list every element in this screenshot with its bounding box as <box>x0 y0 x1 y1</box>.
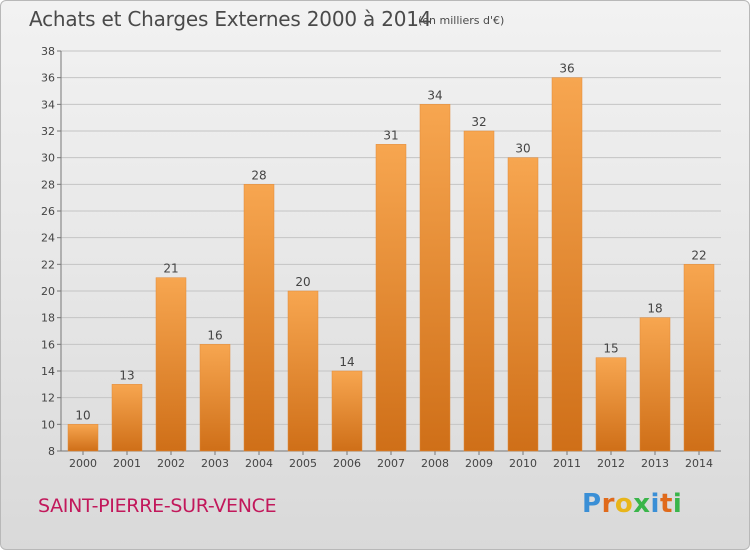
bar-2008 <box>419 104 451 452</box>
x-tick-label-2000: 2000 <box>69 457 97 470</box>
y-tick-label: 24 <box>41 232 55 245</box>
value-label-2012: 15 <box>603 342 618 356</box>
bar-2013 <box>639 317 671 452</box>
bar-2005 <box>287 290 319 452</box>
value-label-2008: 34 <box>427 88 442 102</box>
value-label-2000: 10 <box>75 408 90 422</box>
x-tick-label-2013: 2013 <box>641 457 669 470</box>
bar-2003 <box>199 344 231 452</box>
x-tick-label-2008: 2008 <box>421 457 449 470</box>
x-tick-label-2009: 2009 <box>465 457 493 470</box>
logo-letter: r <box>601 489 615 519</box>
x-tick-label-2011: 2011 <box>553 457 581 470</box>
bar-2004 <box>243 184 275 452</box>
value-label-2006: 14 <box>339 355 354 369</box>
bar-2009 <box>463 130 495 452</box>
bar-2010 <box>507 157 539 452</box>
y-tick-label: 38 <box>41 45 55 58</box>
bar-2012 <box>595 357 627 452</box>
x-tick-label-2001: 2001 <box>113 457 141 470</box>
bar-2014 <box>683 264 715 452</box>
x-tick-label-2007: 2007 <box>377 457 405 470</box>
y-tick-label: 22 <box>41 258 55 271</box>
bar-2006 <box>331 370 363 452</box>
value-label-2013: 18 <box>647 302 662 316</box>
logo-letter: o <box>614 489 634 519</box>
value-label-2009: 32 <box>471 115 486 129</box>
x-tick-label-2005: 2005 <box>289 457 317 470</box>
value-label-2002: 21 <box>163 262 178 276</box>
y-tick-label: 36 <box>41 72 55 85</box>
proxiti-logo[interactable]: Proxiti <box>582 489 682 519</box>
bar-2007 <box>375 144 407 452</box>
logo-letter: i <box>672 489 683 519</box>
bars <box>67 77 715 452</box>
chart-unit-note: (en milliers d'€) <box>418 14 505 27</box>
y-tick-label: 10 <box>41 418 55 431</box>
x-tick-label-2003: 2003 <box>201 457 229 470</box>
y-tick-label: 34 <box>41 98 55 111</box>
chart-title: Achats et Charges Externes 2000 à 2014 <box>29 7 432 31</box>
y-tick-label: 18 <box>41 312 55 325</box>
value-label-2007: 31 <box>383 128 398 142</box>
y-tick-label: 12 <box>41 392 55 405</box>
x-tick-label-2010: 2010 <box>509 457 537 470</box>
y-tick-label: 16 <box>41 338 55 351</box>
bar-2002 <box>155 277 187 452</box>
value-label-2003: 16 <box>207 328 222 342</box>
value-label-2005: 20 <box>295 275 310 289</box>
logo-letter: x <box>633 489 651 519</box>
bar-2011 <box>551 77 583 452</box>
y-tick-label: 28 <box>41 178 55 191</box>
value-label-2004: 28 <box>251 168 266 182</box>
labels: 10 2000 13 2001 21 2002 16 2003 28 2004 20 2005 14 20… <box>69 62 713 470</box>
x-tick-label-2006: 2006 <box>333 457 361 470</box>
y-tick-label: 20 <box>41 285 55 298</box>
logo-letter: t <box>659 489 673 519</box>
y-tick-label: 8 <box>48 445 55 458</box>
value-label-2014: 22 <box>691 248 706 262</box>
y-tick-label: 32 <box>41 125 55 138</box>
y-tick-label: 26 <box>41 205 55 218</box>
y-tick-label: 14 <box>41 365 55 378</box>
x-tick-label-2014: 2014 <box>685 457 713 470</box>
value-label-2010: 30 <box>515 142 530 156</box>
bar-2001 <box>111 384 143 452</box>
logo-letter: P <box>582 489 602 519</box>
logo-letter: i <box>650 489 660 519</box>
x-tick-label-2002: 2002 <box>157 457 185 470</box>
x-tick-label-2012: 2012 <box>597 457 625 470</box>
x-tick-label-2004: 2004 <box>245 457 273 470</box>
y-tick-label: 30 <box>41 152 55 165</box>
bar-2000 <box>67 424 99 452</box>
value-label-2001: 13 <box>119 368 134 382</box>
commune-name: SAINT-PIERRE-SUR-VENCE <box>38 495 277 517</box>
value-label-2011: 36 <box>559 62 574 76</box>
